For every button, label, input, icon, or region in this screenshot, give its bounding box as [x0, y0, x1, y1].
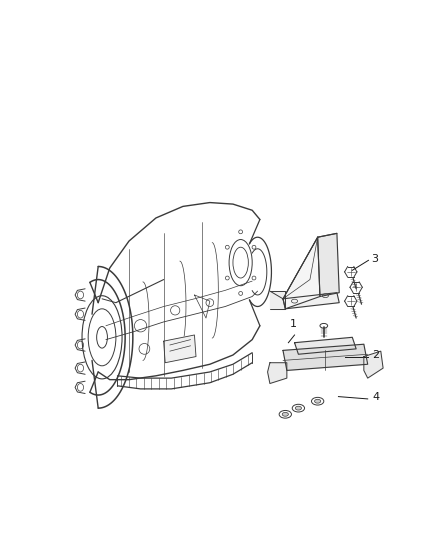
Polygon shape [268, 363, 287, 384]
Text: 2: 2 [372, 350, 379, 360]
Polygon shape [164, 335, 196, 363]
Text: 1: 1 [290, 319, 297, 329]
Polygon shape [318, 233, 339, 296]
Polygon shape [270, 291, 285, 309]
Text: 3: 3 [371, 254, 378, 264]
Ellipse shape [295, 406, 301, 410]
Text: 4: 4 [372, 392, 379, 402]
Ellipse shape [314, 399, 321, 403]
Polygon shape [283, 344, 367, 370]
Polygon shape [283, 237, 320, 309]
Polygon shape [294, 337, 356, 354]
Polygon shape [283, 293, 339, 309]
Polygon shape [364, 351, 383, 378]
Ellipse shape [282, 413, 288, 416]
